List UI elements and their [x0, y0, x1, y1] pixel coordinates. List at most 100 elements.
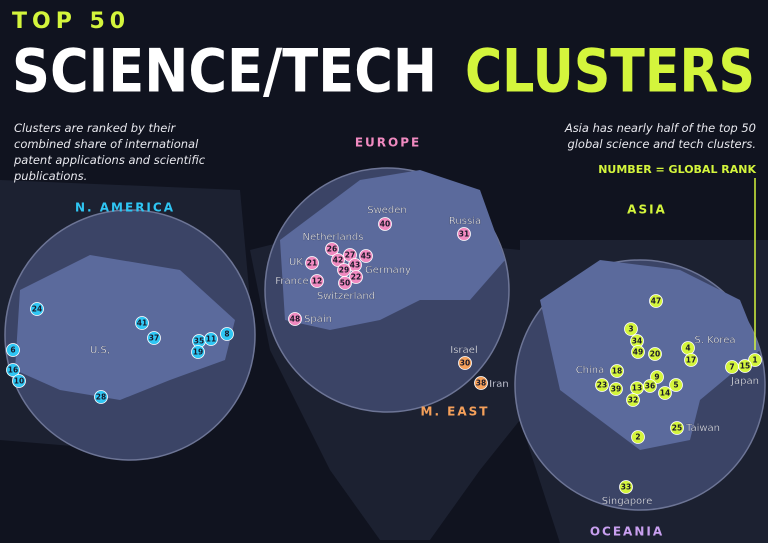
rank-label: 36 — [645, 382, 655, 391]
rank-marker — [595, 378, 609, 392]
rank-label: 20 — [650, 350, 660, 359]
rank-label: 40 — [380, 220, 390, 229]
rank-marker — [94, 390, 108, 404]
rank-marker — [684, 353, 698, 367]
rank-marker — [359, 249, 373, 263]
place-label: Russia — [449, 216, 481, 227]
place-label: Netherlands — [303, 232, 364, 243]
rank-marker — [331, 253, 345, 267]
rank-marker — [220, 327, 234, 341]
rank-marker — [338, 276, 352, 290]
place-label: Germany — [365, 265, 411, 276]
place-label: Sweden — [367, 205, 407, 216]
rank-marker — [609, 382, 623, 396]
rank-label: 8 — [224, 330, 229, 339]
rank-label: 47 — [651, 297, 661, 306]
rank-label: 29 — [339, 266, 349, 275]
rank-marker — [624, 322, 638, 336]
region-label: M. EAST — [421, 405, 490, 419]
rank-label: 49 — [633, 348, 643, 357]
rank-label: 23 — [597, 381, 607, 390]
rank-label: 37 — [149, 334, 159, 343]
place-label: U.S, — [90, 345, 110, 356]
note: Asia has nearly half of the top 50 globa… — [564, 121, 756, 151]
rank-label: 26 — [327, 245, 337, 254]
region-label: OCEANIA — [590, 525, 664, 539]
rank-label: 21 — [307, 259, 317, 268]
place-label: China — [576, 365, 605, 376]
rank-label: 17 — [686, 356, 696, 365]
rank-label: 48 — [290, 315, 300, 324]
rank-marker — [325, 242, 339, 256]
rank-label: 22 — [351, 273, 361, 282]
rank-marker — [288, 312, 302, 326]
place-label: France — [275, 276, 308, 287]
rank-label: 45 — [361, 252, 371, 261]
place-label: Spain — [304, 314, 332, 325]
rank-label: 15 — [740, 362, 750, 371]
rank-label: 11 — [206, 335, 216, 344]
rank-label: 32 — [628, 396, 638, 405]
rank-marker — [610, 364, 624, 378]
rank-marker — [649, 294, 663, 308]
rank-label: 25 — [672, 424, 682, 433]
kicker: TOP 50 — [12, 9, 130, 34]
rank-marker — [457, 227, 471, 241]
rank-label: 18 — [612, 367, 622, 376]
legend: NUMBER = GLOBAL RANK — [598, 163, 756, 176]
rank-label: 38 — [476, 379, 486, 388]
rank-label: 9 — [654, 373, 659, 382]
rank-marker — [631, 345, 645, 359]
rank-marker — [669, 378, 683, 392]
rank-label: 31 — [459, 230, 469, 239]
rank-label: 6 — [10, 346, 15, 355]
rank-label: 39 — [611, 385, 621, 394]
rank-marker — [6, 363, 20, 377]
rank-marker — [147, 331, 161, 345]
rank-label: 24 — [32, 305, 42, 314]
rank-marker — [626, 393, 640, 407]
rank-label: 43 — [350, 261, 360, 270]
rank-label: 4 — [685, 344, 690, 353]
place-label: UK — [289, 257, 303, 268]
rank-marker — [474, 376, 488, 390]
region-label: EUROPE — [355, 136, 421, 150]
title: SCIENCE/TECH — [12, 37, 437, 107]
rank-marker — [748, 353, 762, 367]
rank-marker — [631, 430, 645, 444]
intro: Clusters are ranked by their combined sh… — [14, 121, 206, 183]
rank-marker — [648, 347, 662, 361]
rank-label: 35 — [194, 337, 204, 346]
rank-label: 27 — [345, 251, 355, 260]
place-label: S. Korea — [694, 335, 735, 346]
rank-marker — [305, 256, 319, 270]
rank-marker — [204, 332, 218, 346]
place-label: Israel — [450, 345, 477, 356]
rank-label: 42 — [333, 256, 343, 265]
title-highlight: CLUSTERS — [465, 37, 755, 107]
rank-marker — [6, 343, 20, 357]
region-label: ASIA — [627, 203, 667, 217]
rank-label: 33 — [621, 483, 631, 492]
rank-label: 14 — [660, 389, 670, 398]
rank-marker — [658, 386, 672, 400]
rank-label: 3 — [628, 325, 633, 334]
rank-marker — [30, 302, 44, 316]
rank-marker — [12, 374, 26, 388]
place-label: Singapore — [602, 496, 652, 507]
rank-marker — [458, 356, 472, 370]
rank-label: 2 — [635, 433, 640, 442]
rank-label: 5 — [673, 381, 678, 390]
place-label: Japan — [730, 376, 759, 387]
place-label: Switzerland — [317, 291, 375, 302]
rank-marker — [670, 421, 684, 435]
rank-marker — [619, 480, 633, 494]
rank-label: 19 — [193, 348, 203, 357]
rank-marker — [738, 359, 752, 373]
rank-marker — [349, 270, 363, 284]
rank-marker — [191, 345, 205, 359]
rank-marker — [310, 274, 324, 288]
rank-label: 1 — [752, 356, 757, 365]
